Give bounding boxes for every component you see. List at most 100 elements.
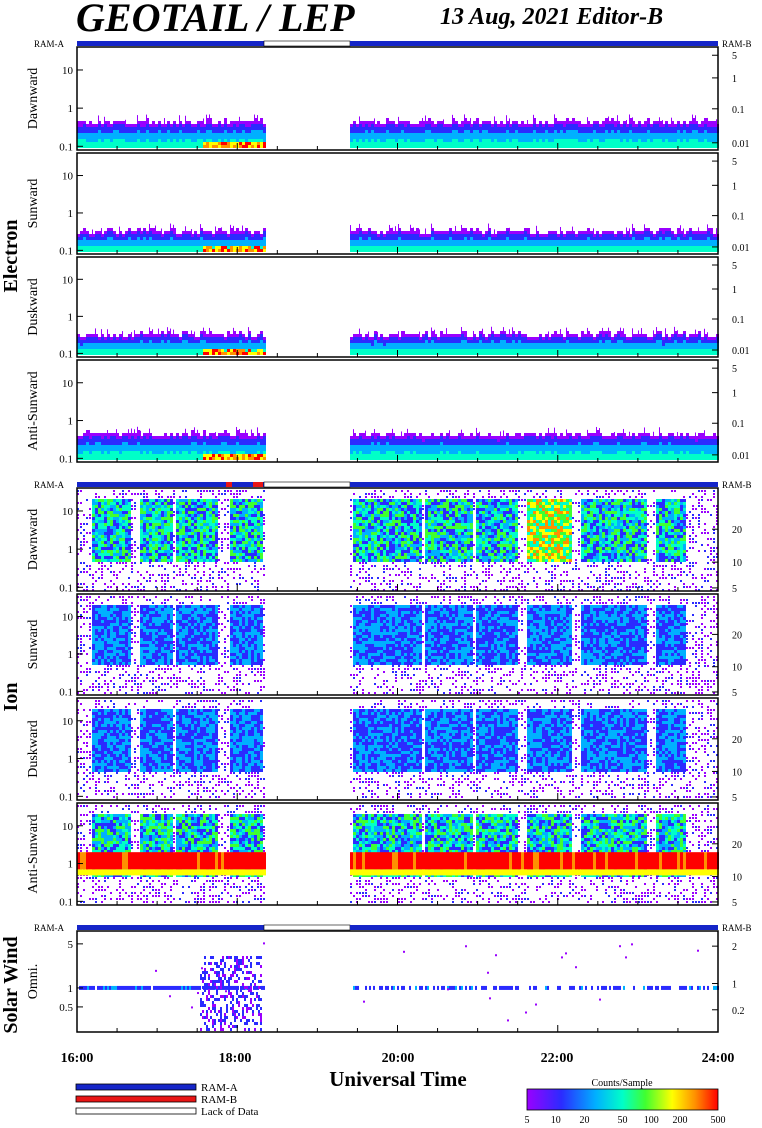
spectrogram-cell xyxy=(371,121,374,124)
spectrogram-cell xyxy=(455,340,458,343)
spectrogram-cell xyxy=(656,343,659,346)
spectrogram-cell xyxy=(524,133,527,136)
spectrogram-cell xyxy=(623,234,626,237)
spectrogram-cell xyxy=(368,448,371,451)
spectrogram-cell xyxy=(653,121,656,124)
spectrogram-cell xyxy=(77,127,80,130)
spectrogram-cell xyxy=(701,340,704,343)
spectrogram-cell xyxy=(404,133,407,136)
spectrogram-cell xyxy=(407,349,410,352)
spectrogram-cell xyxy=(497,243,500,246)
spectrogram-cell xyxy=(710,139,713,142)
spectrogram-cell xyxy=(206,231,209,234)
spectrogram-cell xyxy=(116,442,119,445)
spectrogram-cell xyxy=(560,130,563,133)
spectrogram-cell xyxy=(257,352,260,355)
spectrogram-cell xyxy=(191,442,194,445)
spectrogram-cell xyxy=(350,139,353,142)
spectrogram-cell xyxy=(248,249,251,252)
spectrogram-cell xyxy=(545,234,548,237)
spectrogram-cell xyxy=(515,246,518,249)
spectrogram-cell xyxy=(122,340,125,343)
spectrogram-cell xyxy=(128,429,129,436)
spectrogram-cell xyxy=(188,343,191,346)
spectrogram-cell xyxy=(554,121,557,124)
spectrogram-cell xyxy=(698,127,701,130)
spectrogram-cell xyxy=(656,139,659,142)
spectrogram-cell xyxy=(128,228,131,231)
spectrogram-cell xyxy=(368,246,371,249)
spectrogram-cell xyxy=(128,445,131,448)
spectrogram-cell xyxy=(95,337,98,340)
spectrogram-cell xyxy=(389,337,392,340)
spectrogram-cell xyxy=(353,133,356,136)
spectrogram-cell xyxy=(131,234,134,237)
spectrogram-cell xyxy=(182,246,185,249)
spectrogram-cell xyxy=(170,246,173,249)
spectrogram-cell xyxy=(389,136,392,139)
spectrogram-cell xyxy=(554,343,557,346)
spectrogram-cell xyxy=(470,237,473,240)
spectrogram-cell xyxy=(500,240,503,243)
spectrogram-cell xyxy=(521,121,524,124)
spectrogram-cell xyxy=(404,145,407,148)
spectrogram-cell xyxy=(554,118,557,121)
spectrogram-cell xyxy=(233,457,236,460)
spectrogram-cell xyxy=(173,442,176,445)
spectrogram-cell xyxy=(470,249,473,252)
spectrogram-cell xyxy=(629,243,632,246)
spectrogram-cell xyxy=(587,349,590,352)
spectrogram-cell xyxy=(539,334,542,337)
spectrogram-cell xyxy=(263,234,266,237)
spectrogram-cell xyxy=(386,352,389,355)
spectrogram-cell xyxy=(533,246,536,249)
spectrogram-cell xyxy=(101,454,104,457)
spectrogram-cell xyxy=(401,349,404,352)
spectrogram-cell xyxy=(701,352,704,355)
spectrogram-cell xyxy=(104,234,107,237)
spectrogram-cell xyxy=(686,343,689,346)
spectrogram-cell xyxy=(152,133,155,136)
spectrogram-cell xyxy=(581,142,584,145)
spectrogram-cell xyxy=(233,124,236,127)
spectrogram-cell xyxy=(215,439,218,442)
spectrogram-cell xyxy=(491,136,494,139)
spectrogram-cell xyxy=(665,228,668,231)
spectrogram-cell xyxy=(527,136,530,139)
spectrogram-cell xyxy=(650,237,653,240)
spectrogram-cell xyxy=(707,231,710,234)
spectrogram-cell xyxy=(617,240,620,243)
spectrogram-cell xyxy=(479,337,482,340)
spectrogram-cell xyxy=(623,328,624,335)
spectrogram-cell xyxy=(428,136,431,139)
spectrogram-cell xyxy=(659,240,662,243)
spectrogram-cell xyxy=(572,246,575,249)
spectrogram-cell xyxy=(209,436,212,439)
spectrogram-cell xyxy=(653,334,656,337)
spectrogram-cell xyxy=(428,337,431,340)
spectrogram-cell xyxy=(515,240,518,243)
spectrogram-cell xyxy=(503,234,506,237)
spectrogram-cell xyxy=(596,127,599,130)
spectrogram-cell xyxy=(509,136,512,139)
spectrogram-cell xyxy=(548,145,551,148)
spectrogram-cell xyxy=(107,433,110,436)
spectrogram-cell xyxy=(581,136,584,139)
spectrogram-cell xyxy=(137,436,140,439)
spectrogram-cell xyxy=(536,133,539,136)
spectrogram-cell xyxy=(500,352,503,355)
spectrogram-cell xyxy=(377,139,380,142)
spectrogram-cell xyxy=(194,127,197,130)
spectrogram-cell xyxy=(581,331,584,334)
spectrogram-cell xyxy=(449,124,452,127)
spectrogram-cell xyxy=(440,343,443,346)
spectrogram-cell xyxy=(458,133,461,136)
spectrogram-cell xyxy=(620,231,623,234)
spectrogram-cell xyxy=(551,243,554,246)
spectrogram-cell xyxy=(461,340,464,343)
spectrogram-cell xyxy=(503,340,506,343)
spectrogram-cell xyxy=(140,145,143,148)
spectrogram-cell xyxy=(377,337,380,340)
spectrogram-cell xyxy=(422,343,425,346)
spectrogram-cell xyxy=(77,142,80,145)
